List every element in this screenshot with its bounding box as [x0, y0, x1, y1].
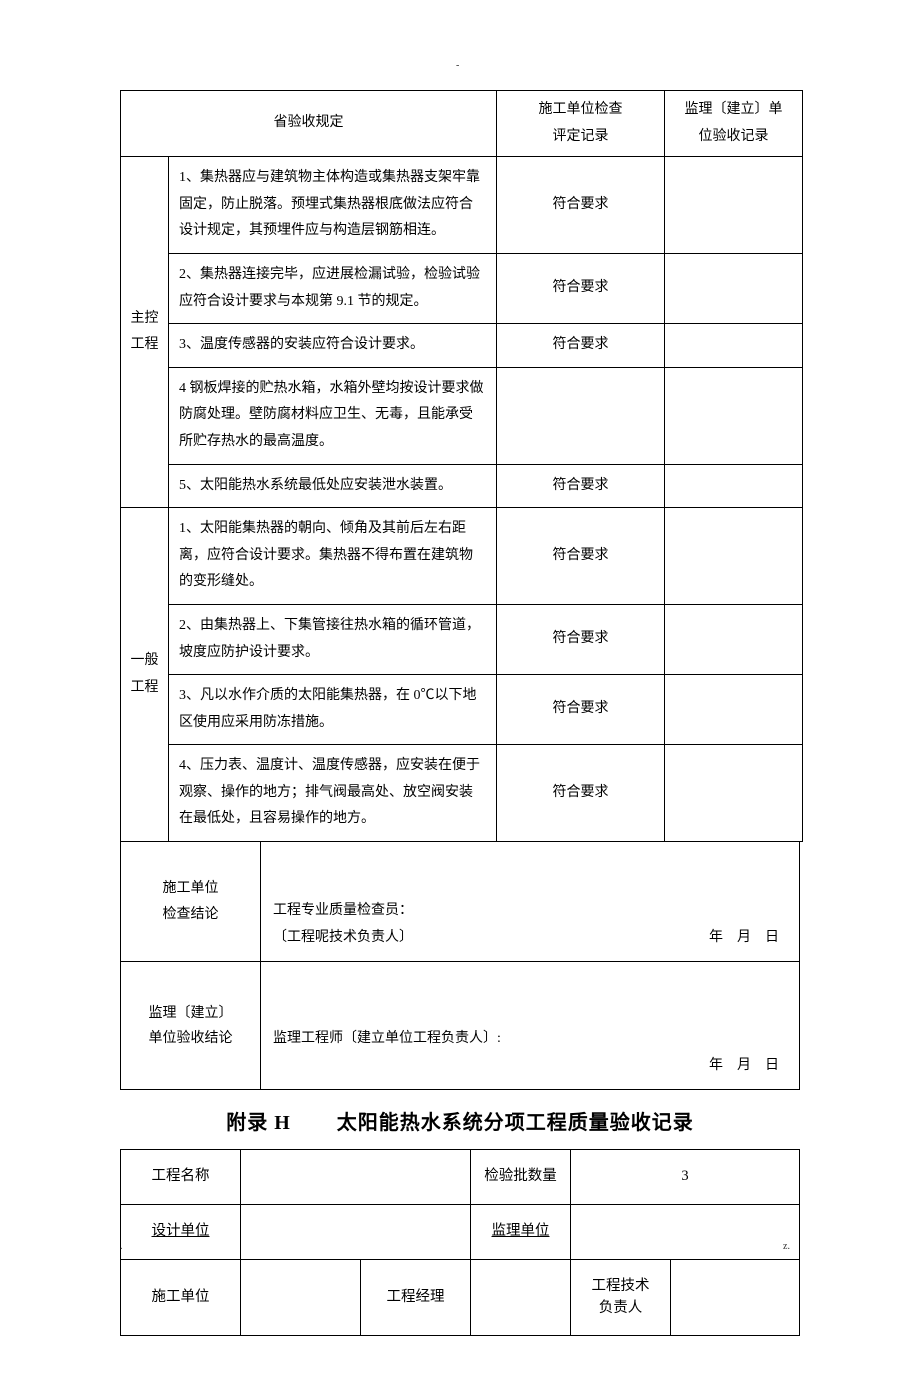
- appendix-title-text: 太阳能热水系统分项工程质量验收记录: [337, 1112, 694, 1134]
- group-b-sup-1: [665, 508, 803, 605]
- appendix-heading: 附录 H 太阳能热水系统分项工程质量验收记录: [120, 1106, 800, 1135]
- group-a-desc-3: 3、温度传感器的安装应符合设计要求。: [169, 324, 497, 368]
- r3c4: [471, 1259, 571, 1336]
- group-a-desc-4: 4 钢板焊接的贮热水箱，水箱外壁均按设计要求做防腐处理。壁防腐材料应卫生、无毒，…: [169, 367, 497, 464]
- group-b-sup-4: [665, 745, 803, 842]
- conclusion-b-body: 监理工程师〔建立单位工程负责人〕: 年 月 日: [261, 962, 800, 1090]
- group-b-desc-3: 3、凡以水作介质的太阳能集热器，在 0℃以下地区使用应采用防冻措施。: [169, 675, 497, 745]
- table-row: 施工单位 工程经理 工程技术 负责人: [121, 1259, 800, 1336]
- group-b-label: 一般工程: [121, 508, 169, 842]
- header-col1: 省验收规定: [121, 91, 497, 157]
- group-a-result-2: 符合要求: [497, 253, 665, 323]
- table-row: 3、凡以水作介质的太阳能集热器，在 0℃以下地区使用应采用防冻措施。 符合要求: [121, 675, 803, 745]
- header-col2-l1: 施工单位检查: [539, 102, 623, 117]
- r3c5: 工程技术 负责人: [571, 1259, 671, 1336]
- r3c2: [241, 1259, 361, 1336]
- conclusion-a-l2: 检查结论: [163, 907, 219, 922]
- r1c1: 工程名称: [121, 1150, 241, 1205]
- header-mark: -: [456, 60, 459, 71]
- group-a-result-5: 符合要求: [497, 464, 665, 508]
- group-b-desc-1: 1、太阳能集热器的朝向、倾角及其前后左右距离，应符合设计要求。集热器不得布置在建…: [169, 508, 497, 605]
- r1c4: 3: [571, 1150, 800, 1205]
- group-b-result-3: 符合要求: [497, 675, 665, 745]
- conclusion-a-line1b: 工程专业质量检查员：: [273, 898, 779, 925]
- conclusion-b-l2: 单位验收结论: [149, 1031, 233, 1046]
- group-b-result-4: 符合要求: [497, 745, 665, 842]
- group-b-result-2: 符合要求: [497, 604, 665, 674]
- group-a-desc-2: 2、集热器连接完毕，应进展检漏试验，检验试验应符合设计要求与本规第 9.1 节的…: [169, 253, 497, 323]
- table-row: 4 钢板焊接的贮热水箱，水箱外壁均按设计要求做防腐处理。壁防腐材料应卫生、无毒，…: [121, 367, 803, 464]
- group-a-sup-1: [665, 157, 803, 254]
- r1c2: [241, 1150, 471, 1205]
- table-row: 4、压力表、温度计、温度传感器，应安装在便于观察、操作的地方；排气阀最高处、放空…: [121, 745, 803, 842]
- header-col3-l1: 监理〔建立〕单: [685, 102, 783, 117]
- r3c5-l1: 工程技术: [592, 1278, 650, 1294]
- group-b-sup-3: [665, 675, 803, 745]
- group-a-sup-5: [665, 464, 803, 508]
- footer-right: z.: [783, 1241, 790, 1252]
- conclusion-b-l1: 监理〔建立〕: [149, 1006, 233, 1021]
- footer-left: .: [120, 1241, 123, 1252]
- page-footer: . z.: [120, 1241, 790, 1252]
- r3c5-l2: 负责人: [599, 1300, 643, 1316]
- group-b-desc-2: 2、由集热器上、下集管接往热水箱的循环管道，坡度应防护设计要求。: [169, 604, 497, 674]
- header-col2: 施工单位检查 评定记录: [497, 91, 665, 157]
- table-row: 2、集热器连接完毕，应进展检漏试验，检验试验应符合设计要求与本规第 9.1 节的…: [121, 253, 803, 323]
- table-row: 5、太阳能热水系统最低处应安装泄水装置。 符合要求: [121, 464, 803, 508]
- group-b-result-1: 符合要求: [497, 508, 665, 605]
- group-a-result-3: 符合要求: [497, 324, 665, 368]
- conclusion-b-label-cell: 监理〔建立〕 单位验收结论: [121, 962, 261, 1090]
- group-a-label: 主控工程: [121, 157, 169, 508]
- r3c1: 施工单位: [121, 1259, 241, 1336]
- conclusion-b-line1: 监理工程师〔建立单位工程负责人〕:: [273, 1026, 779, 1053]
- table-row: 一般工程 1、太阳能集热器的朝向、倾角及其前后左右距离，应符合设计要求。集热器不…: [121, 508, 803, 605]
- r3c3: 工程经理: [361, 1259, 471, 1336]
- r1c3: 检验批数量: [471, 1150, 571, 1205]
- group-b-sup-2: [665, 604, 803, 674]
- group-a-result-4: [497, 367, 665, 464]
- conclusion-a-label-cell: 施工单位 检查结论: [121, 842, 261, 962]
- conclusion-a-l1: 施工单位: [163, 881, 219, 896]
- conclusion-b-date: 年 月 日: [273, 1053, 779, 1080]
- group-a-sup-4: [665, 367, 803, 464]
- r2c3-text: 监理单位: [492, 1223, 550, 1239]
- table-header-row: 省验收规定 施工单位检查 评定记录 监理〔建立〕单 位验收记录: [121, 91, 803, 157]
- r2c1-text: 设计单位: [152, 1223, 210, 1239]
- page-content: 省验收规定 施工单位检查 评定记录 监理〔建立〕单 位验收记录 主控工程 1、集…: [0, 0, 920, 1376]
- table-row: 主控工程 1、集热器应与建筑物主体构造或集热器支架牢靠固定，防止脱落。预埋式集热…: [121, 157, 803, 254]
- table-row: 2、由集热器上、下集管接往热水箱的循环管道，坡度应防护设计要求。 符合要求: [121, 604, 803, 674]
- group-b-desc-4: 4、压力表、温度计、温度传感器，应安装在便于观察、操作的地方；排气阀最高处、放空…: [169, 745, 497, 842]
- header-col1-text: 省验收规定: [274, 115, 344, 130]
- group-a-sup-2: [665, 253, 803, 323]
- header-col2-l2: 评定记录: [553, 129, 609, 144]
- appendix-label: 附录 H: [226, 1106, 291, 1135]
- group-a-desc-5: 5、太阳能热水系统最低处应安装泄水装置。: [169, 464, 497, 508]
- header-col3: 监理〔建立〕单 位验收记录: [665, 91, 803, 157]
- header-col3-l2: 位验收记录: [699, 129, 769, 144]
- group-a-result-1: 符合要求: [497, 157, 665, 254]
- conclusion-a-line2b: 〔工程呢技术负责人〕: [273, 925, 413, 952]
- conclusion-a-body: 工程专业质量检查员： 〔工程呢技术负责人〕 年 月 日: [261, 842, 800, 962]
- group-a-desc-1: 1、集热器应与建筑物主体构造或集热器支架牢靠固定，防止脱落。预埋式集热器根底做法…: [169, 157, 497, 254]
- r3c6: [671, 1259, 800, 1336]
- conclusion-a: 施工单位 检查结论 工程专业质量检查员： 〔工程呢技术负责人〕 年 月 日: [121, 842, 800, 962]
- acceptance-table: 省验收规定 施工单位检查 评定记录 监理〔建立〕单 位验收记录 主控工程 1、集…: [120, 90, 803, 842]
- group-a-sup-3: [665, 324, 803, 368]
- table-row: 3、温度传感器的安装应符合设计要求。 符合要求: [121, 324, 803, 368]
- table-row: 工程名称 检验批数量 3: [121, 1150, 800, 1205]
- conclusion-a-dateb: 年 月 日: [709, 925, 779, 952]
- conclusion-table: 施工单位 检查结论 工程专业质量检查员： 〔工程呢技术负责人〕 年 月 日 监理…: [120, 841, 800, 1090]
- conclusion-b: 监理〔建立〕 单位验收结论 监理工程师〔建立单位工程负责人〕: 年 月 日: [121, 962, 800, 1090]
